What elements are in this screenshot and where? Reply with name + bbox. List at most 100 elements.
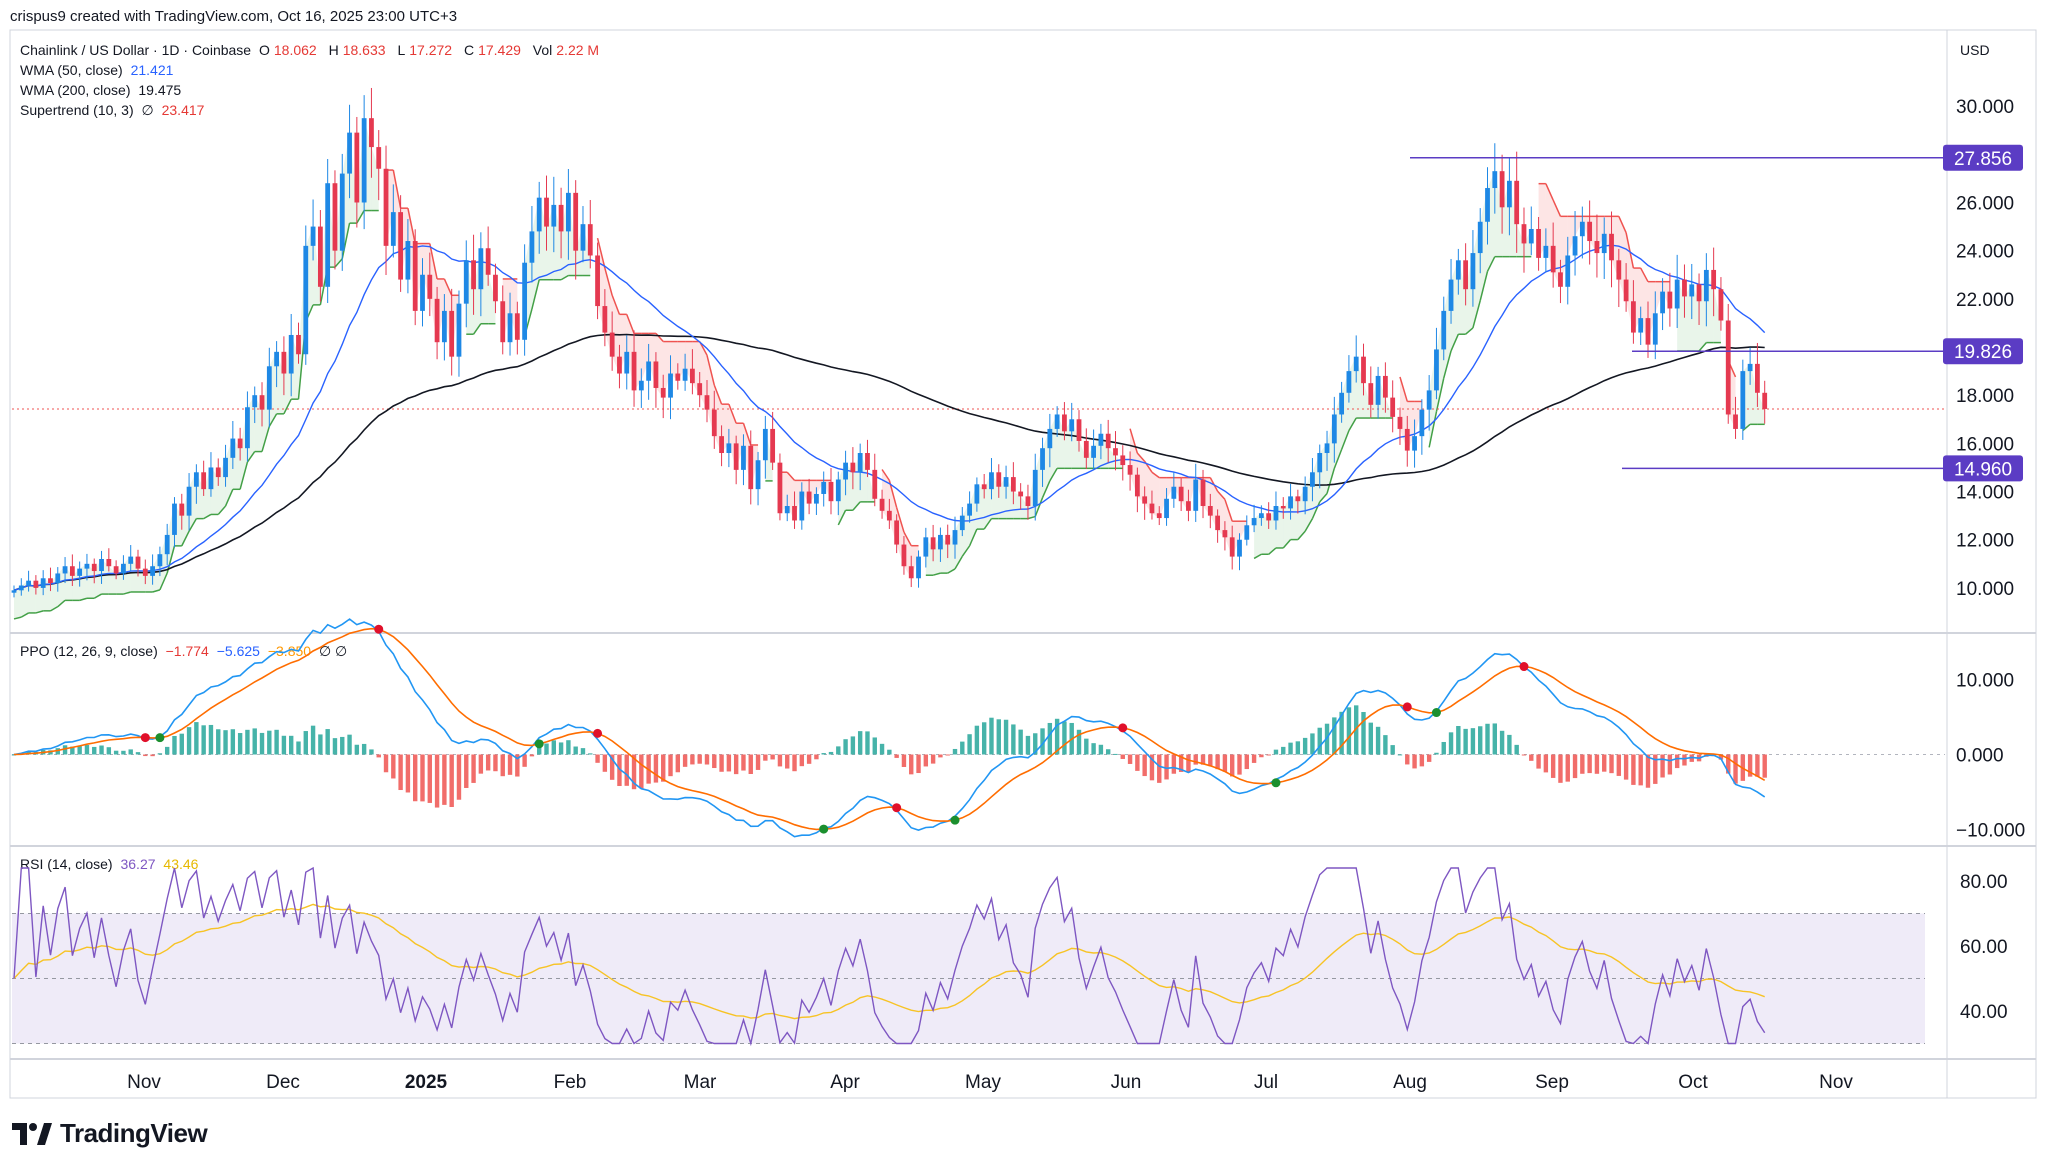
ppo-histogram-bar bbox=[960, 741, 965, 755]
candle-body bbox=[551, 204, 557, 227]
rsi-title[interactable]: RSI (14, close) bbox=[20, 856, 113, 872]
ppo-histogram-bar bbox=[1011, 724, 1016, 755]
candle-body bbox=[164, 534, 170, 555]
level-tag-bg bbox=[1943, 455, 2023, 482]
candle-body bbox=[405, 241, 411, 280]
supertrend-line bbox=[407, 208, 416, 244]
candle-body bbox=[1419, 409, 1425, 437]
ppo-histogram-bar bbox=[1076, 729, 1082, 755]
ppo-histogram-bar bbox=[1120, 754, 1125, 759]
candle-body bbox=[1499, 171, 1505, 208]
ppo-histogram-bar bbox=[1492, 723, 1498, 755]
ppo-histogram-bar bbox=[661, 754, 666, 782]
time-axis[interactable]: Nov Dec 2025 Feb Mar Apr May Jun Jul Aug Sep Oct Nov bbox=[127, 1072, 1853, 1093]
ppo-histogram-bar bbox=[916, 754, 921, 774]
ppo-histogram-bar bbox=[128, 749, 133, 755]
ppo-histogram-bar bbox=[172, 735, 177, 755]
ppo-histogram-bar bbox=[1653, 754, 1658, 784]
wma50-legend-row[interactable]: WMA (50, close) 21.421 bbox=[20, 60, 607, 80]
ppo-value-1: −1.774 bbox=[165, 643, 209, 659]
candle-body bbox=[1237, 539, 1242, 557]
candle-body bbox=[1368, 383, 1374, 405]
ppo-histogram-bar bbox=[763, 754, 768, 761]
candle-body bbox=[711, 409, 717, 437]
supertrend-fill bbox=[488, 274, 496, 324]
candle-body bbox=[347, 132, 352, 174]
candle-body bbox=[536, 197, 542, 232]
supertrend-line bbox=[895, 507, 905, 533]
ppo-histogram-bar bbox=[945, 754, 950, 756]
candle-body bbox=[1134, 474, 1140, 497]
candle-body bbox=[558, 204, 564, 232]
ppo-histogram-bar bbox=[303, 731, 308, 755]
ppo-histogram-bar bbox=[967, 734, 972, 755]
candle-body bbox=[1069, 419, 1075, 432]
supertrend-line bbox=[611, 295, 621, 315]
supertrend-line bbox=[123, 591, 131, 595]
ppo-histogram-bar bbox=[1186, 754, 1191, 772]
candle-body bbox=[1273, 506, 1279, 521]
time-tick-label: Feb bbox=[554, 1072, 587, 1093]
time-tick-label: Oct bbox=[1678, 1072, 1708, 1093]
ppo-cross-dot bbox=[819, 824, 829, 834]
candle-body bbox=[1032, 469, 1038, 507]
ppo-histogram-bar bbox=[1229, 754, 1235, 777]
ppo-histogram-bar bbox=[449, 754, 454, 807]
time-tick-label: Nov bbox=[1819, 1072, 1853, 1093]
ppo-histogram-bar bbox=[259, 732, 265, 755]
ppo-histogram-bar bbox=[1660, 754, 1665, 778]
ppo-histogram-bar bbox=[1288, 742, 1293, 755]
candle-body bbox=[11, 590, 17, 593]
currency-label[interactable]: USD bbox=[1960, 42, 1990, 58]
ppo-histogram-bar bbox=[1383, 735, 1388, 755]
candle-body bbox=[369, 118, 374, 148]
supertrend-line bbox=[1428, 411, 1438, 448]
tradingview-logo[interactable]: TradingView bbox=[12, 1118, 208, 1149]
ppo-histogram-bar bbox=[1631, 754, 1636, 785]
supertrend-legend-row[interactable]: Supertrend (10, 3) ∅ 23.417 bbox=[20, 100, 607, 120]
ppo-cross-dot bbox=[534, 739, 544, 749]
ppo-histogram-bar bbox=[1354, 705, 1359, 755]
supertrend-fill bbox=[1166, 477, 1174, 499]
ppo-title[interactable]: PPO (12, 26, 9, close) bbox=[20, 643, 158, 659]
candle-body bbox=[1098, 433, 1104, 446]
time-tick-label: 2025 bbox=[405, 1072, 448, 1093]
symbol-title[interactable]: Chainlink / US Dollar · 1D · Coinbase bbox=[20, 42, 252, 58]
candle-body bbox=[288, 334, 294, 374]
ppo-cross-dot bbox=[155, 733, 165, 743]
candle-body bbox=[668, 373, 673, 398]
supertrend-line bbox=[983, 518, 993, 530]
rsi-pane[interactable] bbox=[12, 866, 1925, 1047]
candle-body bbox=[1382, 375, 1388, 398]
candle-body bbox=[996, 472, 1002, 487]
ppo-histogram-bar bbox=[1164, 754, 1169, 780]
supertrend-fill bbox=[1655, 281, 1663, 314]
ppo-histogram-bar bbox=[113, 750, 119, 755]
candle-body bbox=[48, 578, 53, 584]
supertrend-line bbox=[50, 606, 59, 612]
ppo-pane[interactable] bbox=[11, 618, 1945, 838]
candle-body bbox=[1127, 465, 1133, 475]
candle-body bbox=[1251, 518, 1257, 526]
candle-body bbox=[1711, 269, 1717, 290]
wma200-legend-row[interactable]: WMA (200, close) 19.475 bbox=[20, 80, 607, 100]
candle-body bbox=[908, 566, 914, 579]
ppo-histogram-bar bbox=[55, 748, 60, 755]
candle-body bbox=[1390, 397, 1396, 417]
supertrend-line bbox=[947, 568, 956, 574]
ppo-cross-dot bbox=[950, 815, 960, 825]
supertrend-line bbox=[560, 274, 569, 281]
wma50-value: 21.421 bbox=[130, 62, 174, 78]
ppo-histogram-bar bbox=[1587, 754, 1592, 774]
ppo-histogram-bar bbox=[617, 754, 622, 787]
price-axis[interactable]: 27.856 19.826 14.960 30.000 26.000 24.000 22.0… bbox=[1943, 97, 2025, 1023]
candle-body bbox=[1579, 221, 1585, 237]
close-value: 17.429 bbox=[478, 42, 521, 58]
supertrend-fill bbox=[1013, 491, 1021, 519]
ppo-histogram-bar bbox=[347, 734, 352, 755]
price-pane[interactable] bbox=[11, 87, 1945, 620]
ppo-histogram-bar bbox=[391, 754, 396, 779]
ppo-histogram-bar bbox=[930, 754, 936, 764]
candle-body bbox=[91, 563, 97, 572]
